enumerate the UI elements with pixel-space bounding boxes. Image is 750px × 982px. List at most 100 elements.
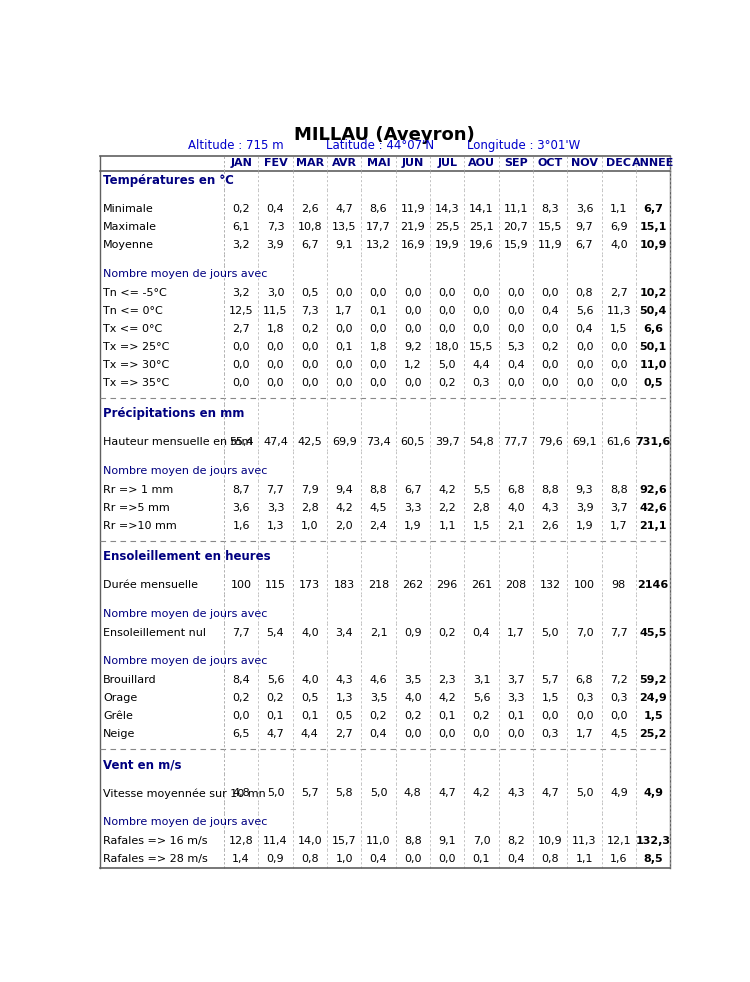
Text: 0,0: 0,0 bbox=[439, 729, 456, 739]
Text: 11,0: 11,0 bbox=[640, 360, 667, 370]
Text: 3,9: 3,9 bbox=[576, 503, 593, 513]
Text: 8,6: 8,6 bbox=[370, 204, 387, 214]
Text: Grêle: Grêle bbox=[103, 711, 133, 721]
Text: 0,1: 0,1 bbox=[507, 711, 524, 721]
Text: 2,7: 2,7 bbox=[335, 729, 353, 739]
Text: 8,8: 8,8 bbox=[542, 485, 559, 495]
Text: 0,4: 0,4 bbox=[370, 729, 387, 739]
Text: 3,7: 3,7 bbox=[610, 503, 628, 513]
Text: 7,7: 7,7 bbox=[266, 485, 284, 495]
Text: Tn <= 0°C: Tn <= 0°C bbox=[103, 305, 163, 316]
Text: 3,3: 3,3 bbox=[267, 503, 284, 513]
Text: 17,7: 17,7 bbox=[366, 222, 391, 233]
Text: 3,3: 3,3 bbox=[404, 503, 422, 513]
Text: 0,0: 0,0 bbox=[232, 378, 250, 388]
Text: 11,3: 11,3 bbox=[572, 836, 597, 846]
Text: 15,7: 15,7 bbox=[332, 836, 356, 846]
Text: 0,3: 0,3 bbox=[472, 378, 490, 388]
Text: 60,5: 60,5 bbox=[400, 437, 425, 448]
Text: 7,2: 7,2 bbox=[610, 675, 628, 684]
Text: 0,2: 0,2 bbox=[301, 324, 319, 334]
Text: 731,6: 731,6 bbox=[635, 437, 670, 448]
Text: 1,8: 1,8 bbox=[370, 342, 387, 352]
Text: 6,8: 6,8 bbox=[507, 485, 525, 495]
Text: 0,0: 0,0 bbox=[232, 360, 250, 370]
Text: 9,1: 9,1 bbox=[335, 241, 353, 250]
Text: 0,0: 0,0 bbox=[439, 853, 456, 864]
Text: 92,6: 92,6 bbox=[639, 485, 667, 495]
Text: 15,5: 15,5 bbox=[470, 342, 494, 352]
Text: 0,0: 0,0 bbox=[335, 288, 353, 298]
Text: 11,9: 11,9 bbox=[538, 241, 562, 250]
Text: 5,7: 5,7 bbox=[301, 789, 319, 798]
Text: 6,5: 6,5 bbox=[232, 729, 250, 739]
Text: 12,8: 12,8 bbox=[229, 836, 254, 846]
Text: 7,7: 7,7 bbox=[232, 627, 250, 637]
Text: 69,1: 69,1 bbox=[572, 437, 597, 448]
Text: 2,8: 2,8 bbox=[472, 503, 490, 513]
Text: 0,0: 0,0 bbox=[404, 853, 422, 864]
Text: 5,0: 5,0 bbox=[267, 789, 284, 798]
Text: 208: 208 bbox=[506, 580, 526, 590]
Text: 5,0: 5,0 bbox=[439, 360, 456, 370]
Text: 4,2: 4,2 bbox=[335, 503, 353, 513]
Text: Hauteur mensuelle en mm: Hauteur mensuelle en mm bbox=[103, 437, 253, 448]
Text: 20,7: 20,7 bbox=[503, 222, 528, 233]
Text: 4,3: 4,3 bbox=[542, 503, 559, 513]
Text: 13,5: 13,5 bbox=[332, 222, 356, 233]
Text: 0,5: 0,5 bbox=[644, 378, 663, 388]
Text: 0,3: 0,3 bbox=[610, 693, 628, 703]
Text: 6,1: 6,1 bbox=[232, 222, 250, 233]
Text: 0,2: 0,2 bbox=[267, 693, 284, 703]
Text: 0,0: 0,0 bbox=[472, 729, 490, 739]
Text: 3,7: 3,7 bbox=[507, 675, 525, 684]
Text: 0,0: 0,0 bbox=[370, 378, 387, 388]
Text: 0,2: 0,2 bbox=[542, 342, 559, 352]
Text: 0,0: 0,0 bbox=[404, 324, 422, 334]
Text: 7,9: 7,9 bbox=[301, 485, 319, 495]
Text: 42,6: 42,6 bbox=[639, 503, 667, 513]
Text: Nombre moyen de jours avec: Nombre moyen de jours avec bbox=[103, 817, 268, 827]
Text: 3,5: 3,5 bbox=[404, 675, 422, 684]
Text: 15,9: 15,9 bbox=[503, 241, 528, 250]
Text: 0,0: 0,0 bbox=[576, 342, 593, 352]
Text: 45,5: 45,5 bbox=[640, 627, 667, 637]
Text: 0,0: 0,0 bbox=[335, 324, 353, 334]
Text: 2,7: 2,7 bbox=[610, 288, 628, 298]
Text: 183: 183 bbox=[334, 580, 355, 590]
Text: Tx => 35°C: Tx => 35°C bbox=[103, 378, 170, 388]
Text: 1,5: 1,5 bbox=[644, 711, 663, 721]
Text: Tx => 30°C: Tx => 30°C bbox=[103, 360, 170, 370]
Text: 0,2: 0,2 bbox=[438, 627, 456, 637]
Text: 262: 262 bbox=[402, 580, 424, 590]
Text: 6,8: 6,8 bbox=[576, 675, 593, 684]
Text: 73,4: 73,4 bbox=[366, 437, 391, 448]
Text: 14,0: 14,0 bbox=[298, 836, 322, 846]
Text: 0,0: 0,0 bbox=[507, 729, 524, 739]
Text: 1,6: 1,6 bbox=[232, 520, 250, 531]
Text: 3,5: 3,5 bbox=[370, 693, 387, 703]
Text: 0,0: 0,0 bbox=[301, 342, 319, 352]
Text: 3,2: 3,2 bbox=[232, 241, 250, 250]
Text: 1,7: 1,7 bbox=[576, 729, 593, 739]
Text: 4,0: 4,0 bbox=[301, 675, 319, 684]
Text: 8,5: 8,5 bbox=[644, 853, 663, 864]
Text: Nombre moyen de jours avec: Nombre moyen de jours avec bbox=[103, 609, 268, 619]
Text: 0,8: 0,8 bbox=[301, 853, 319, 864]
Text: 4,8: 4,8 bbox=[232, 789, 250, 798]
Text: 4,2: 4,2 bbox=[472, 789, 490, 798]
Text: 3,0: 3,0 bbox=[267, 288, 284, 298]
Text: Tn <= -5°C: Tn <= -5°C bbox=[103, 288, 166, 298]
Text: 0,0: 0,0 bbox=[507, 305, 524, 316]
Text: 0,8: 0,8 bbox=[576, 288, 593, 298]
Text: Brouillard: Brouillard bbox=[103, 675, 157, 684]
Text: 0,0: 0,0 bbox=[507, 378, 524, 388]
Text: 0,0: 0,0 bbox=[472, 288, 490, 298]
Text: 8,4: 8,4 bbox=[232, 675, 250, 684]
Text: 1,2: 1,2 bbox=[404, 360, 422, 370]
Text: 0,0: 0,0 bbox=[439, 288, 456, 298]
Text: 0,0: 0,0 bbox=[472, 305, 490, 316]
Text: 8,2: 8,2 bbox=[507, 836, 525, 846]
Text: 0,0: 0,0 bbox=[542, 378, 559, 388]
Text: 2,3: 2,3 bbox=[438, 675, 456, 684]
